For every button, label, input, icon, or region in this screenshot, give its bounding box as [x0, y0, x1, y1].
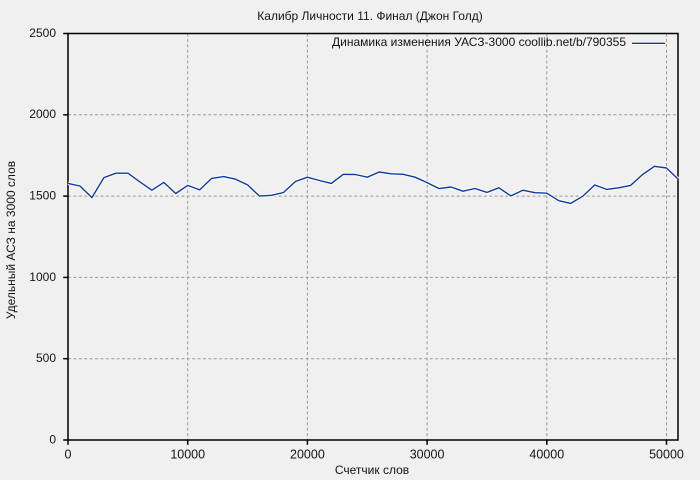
- svg-text:1000: 1000: [29, 270, 56, 284]
- svg-text:Счетчик слов: Счетчик слов: [335, 463, 409, 477]
- svg-text:0: 0: [65, 448, 72, 462]
- svg-text:2000: 2000: [29, 107, 56, 121]
- svg-text:0: 0: [49, 432, 56, 446]
- svg-text:Удельный АСЗ на 3000 слов: Удельный АСЗ на 3000 слов: [4, 161, 18, 319]
- svg-text:30000: 30000: [410, 448, 445, 462]
- svg-text:Динамика изменения УАСЗ-3000 c: Динамика изменения УАСЗ-3000 coollib.net…: [332, 35, 626, 49]
- svg-text:10000: 10000: [170, 448, 205, 462]
- svg-text:50000: 50000: [649, 448, 684, 462]
- svg-text:Калибр Личности 11. Финал (Джо: Калибр Личности 11. Финал (Джон Голд): [257, 9, 482, 23]
- svg-text:2500: 2500: [29, 26, 56, 40]
- svg-text:1500: 1500: [29, 189, 56, 203]
- svg-text:500: 500: [36, 351, 56, 365]
- svg-text:20000: 20000: [290, 448, 325, 462]
- svg-text:40000: 40000: [529, 448, 564, 462]
